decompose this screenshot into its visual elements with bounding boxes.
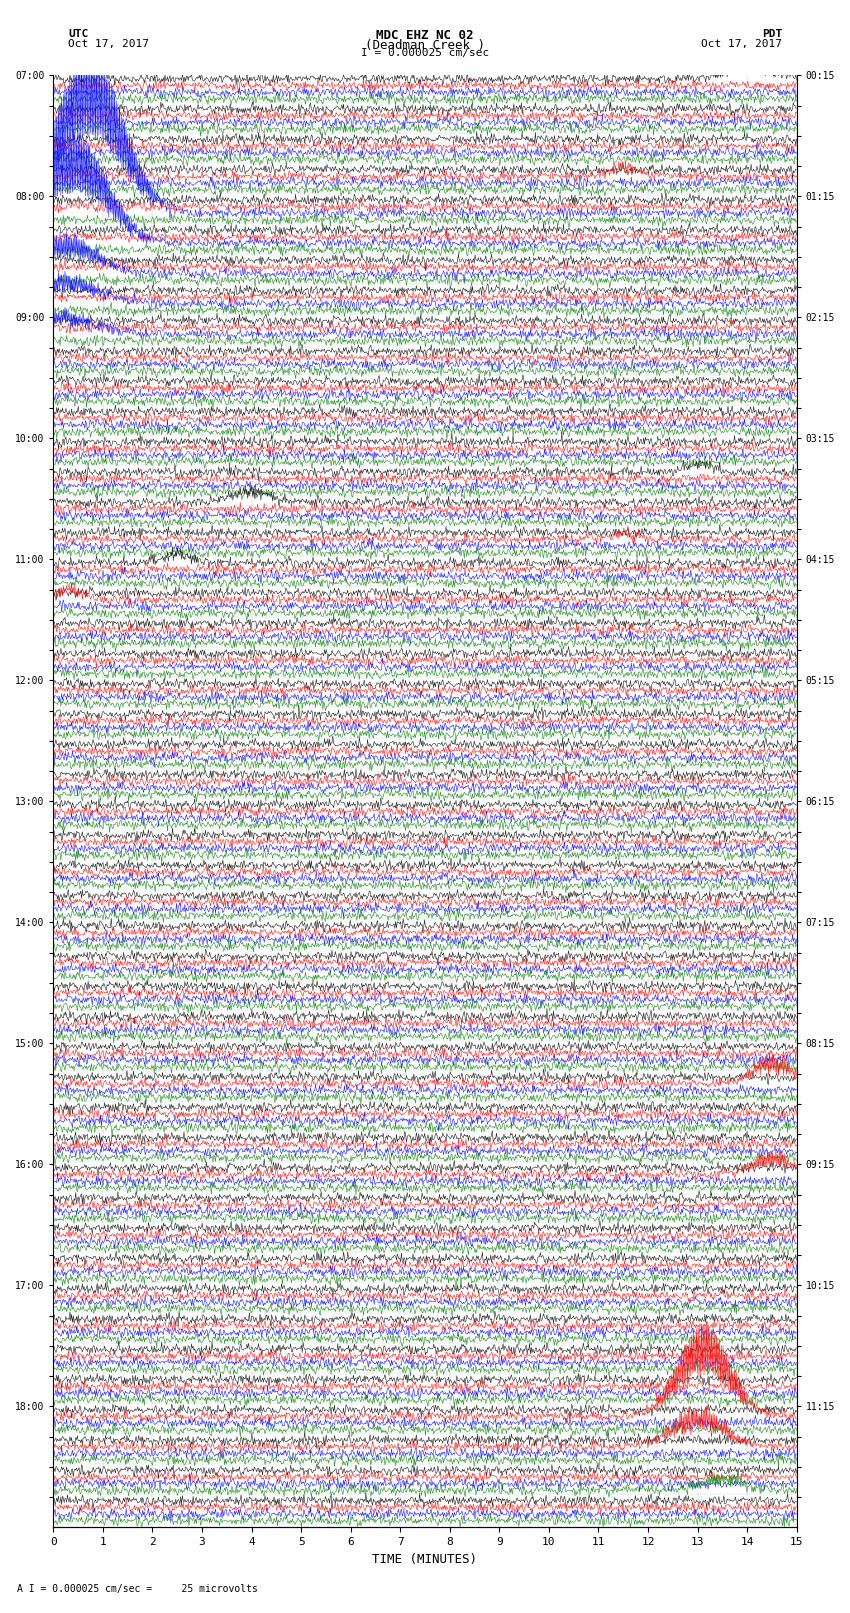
Text: UTC: UTC: [68, 29, 88, 39]
Text: Oct 17, 2017: Oct 17, 2017: [701, 39, 782, 48]
Text: (Deadman Creek ): (Deadman Creek ): [365, 39, 485, 52]
Text: A I = 0.000025 cm/sec =     25 microvolts: A I = 0.000025 cm/sec = 25 microvolts: [17, 1584, 258, 1594]
Text: MDC EHZ NC 02: MDC EHZ NC 02: [377, 29, 473, 42]
Text: Oct 17, 2017: Oct 17, 2017: [68, 39, 149, 48]
Text: PDT: PDT: [762, 29, 782, 39]
Text: I = 0.000025 cm/sec: I = 0.000025 cm/sec: [361, 48, 489, 58]
X-axis label: TIME (MINUTES): TIME (MINUTES): [372, 1553, 478, 1566]
